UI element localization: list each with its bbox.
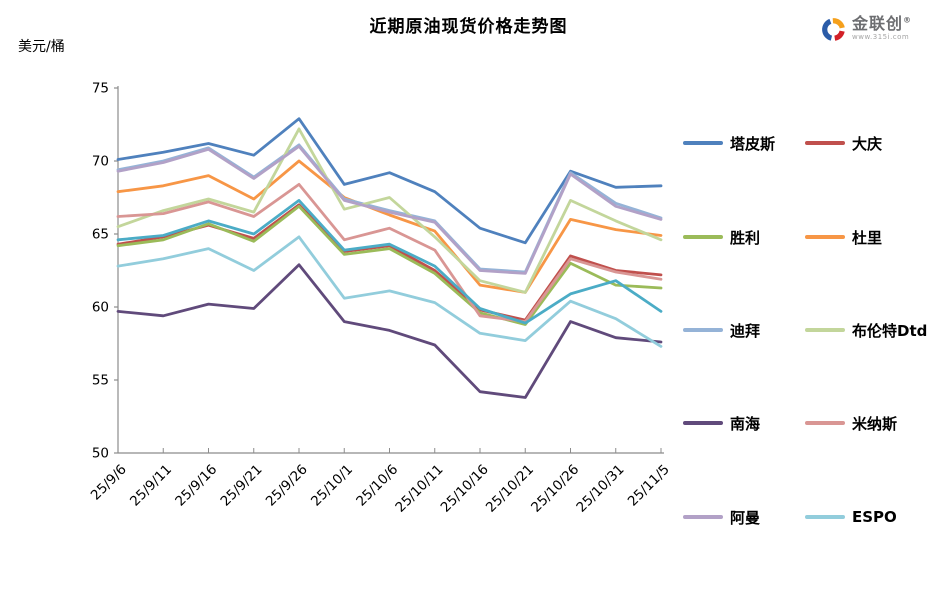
legend-swatch — [683, 515, 723, 519]
legend-item-label: ESPO — [852, 508, 897, 526]
y-tick-label: 50 — [92, 446, 109, 462]
y-tick-label: 70 — [92, 154, 109, 170]
legend-item-米纳斯: 米纳斯 — [805, 412, 897, 434]
y-axis-unit-label: 美元/桶 — [18, 39, 65, 55]
legend-item-label: 大庆 — [852, 134, 883, 153]
legend-item-ESPO: ESPO — [805, 506, 897, 528]
x-tick-label: 25/9/16 — [172, 462, 220, 510]
legend-item-南海: 南海 — [683, 412, 760, 434]
series-line-米纳斯 — [116, 182, 663, 324]
legend-swatch — [683, 141, 723, 145]
legend-item-label: 阿曼 — [730, 508, 761, 527]
x-tick-label: 25/10/26 — [528, 462, 582, 516]
legend-item-布伦特Dtd: 布伦特Dtd — [805, 319, 927, 341]
legend-swatch — [683, 421, 723, 425]
legend-item-label: 米纳斯 — [852, 414, 898, 433]
brand-logo: 金联创® www.315i.com — [820, 16, 912, 43]
logo-brand-name: 金联创 — [852, 14, 904, 33]
x-tick-label: 25/10/21 — [483, 462, 537, 516]
legend-item-杜里: 杜里 — [805, 226, 882, 248]
x-tick-label: 25/10/1 — [308, 462, 356, 510]
legend-item-label: 迪拜 — [730, 321, 761, 340]
series-line-胜利 — [116, 204, 663, 326]
x-tick-label: 25/10/16 — [438, 462, 492, 516]
legend-swatch — [805, 421, 845, 425]
legend-swatch — [805, 235, 845, 239]
legend-item-迪拜: 迪拜 — [683, 319, 760, 341]
series-line-unlabeled — [116, 198, 663, 325]
series-line-布伦特Dtd — [116, 127, 663, 294]
y-tick-label: 75 — [92, 81, 109, 97]
x-tick-label: 25/9/21 — [217, 462, 265, 510]
logo-text: 金联创® www.315i.com — [852, 16, 912, 41]
legend-swatch — [805, 328, 845, 332]
series-line-南海 — [116, 263, 663, 399]
legend-item-label: 杜里 — [852, 228, 883, 247]
y-tick-label: 65 — [92, 227, 109, 243]
legend-item-胜利: 胜利 — [683, 226, 760, 248]
legend-swatch — [683, 235, 723, 239]
chart-title: 近期原油现货价格走势图 — [369, 17, 568, 37]
logo-swirl-icon — [822, 18, 845, 41]
legend-swatch — [683, 328, 723, 332]
logo-brand: 金联创® — [852, 16, 912, 32]
series-line-杜里 — [116, 159, 663, 294]
legend-item-塔皮斯: 塔皮斯 — [683, 132, 775, 154]
x-tick-label: 25/9/6 — [88, 462, 130, 504]
logo-url-text: www.315i.com — [852, 33, 910, 41]
legend-item-label: 塔皮斯 — [730, 134, 776, 153]
y-tick-label: 55 — [92, 373, 109, 389]
series-line-塔皮斯 — [116, 117, 663, 245]
series-line-迪拜 — [116, 143, 663, 274]
y-tick-label: 60 — [92, 300, 109, 316]
x-tick-label: 25/9/11 — [127, 462, 175, 510]
legend-item-阿曼: 阿曼 — [683, 506, 760, 528]
x-tick-label: 25/9/26 — [263, 462, 311, 510]
series-line-阿曼 — [116, 144, 663, 275]
x-tick-label: 25/10/11 — [392, 462, 446, 516]
x-tick-label: 25/10/31 — [573, 462, 627, 516]
legend-item-大庆: 大庆 — [805, 132, 882, 154]
legend-swatch — [805, 141, 845, 145]
legend-swatch — [805, 515, 845, 519]
legend-item-label: 布伦特Dtd — [852, 321, 928, 340]
x-tick-label: 25/11/5 — [625, 462, 673, 510]
logo-registered-mark: ® — [903, 15, 913, 25]
series-line-ESPO — [116, 235, 663, 348]
legend-item-label: 胜利 — [730, 228, 761, 247]
legend-item-label: 南海 — [730, 414, 761, 433]
